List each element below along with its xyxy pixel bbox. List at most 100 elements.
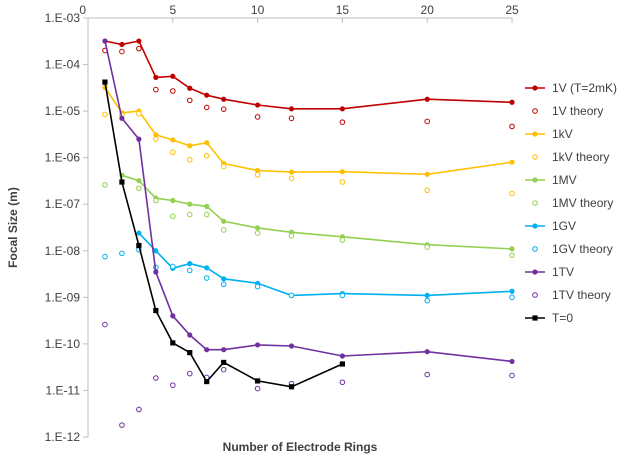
- legend-label: 1kV: [552, 127, 573, 141]
- data-point: [339, 119, 346, 125]
- data-point: [204, 203, 210, 209]
- data-point: [170, 382, 176, 388]
- series-1tv-theory: [102, 321, 515, 428]
- y-tick-label: 1.E-11: [46, 383, 81, 397]
- legend-swatch-marker: [532, 177, 538, 183]
- data-point: [220, 281, 227, 288]
- data-point: [186, 370, 193, 377]
- data-point: [153, 136, 159, 142]
- x-tick-label: 5: [169, 3, 176, 17]
- legend-label: 1TV: [552, 265, 574, 279]
- data-point: [509, 294, 515, 301]
- series-layer: [102, 38, 515, 428]
- legend-swatch-marker: [532, 223, 538, 229]
- data-point: [119, 250, 125, 257]
- data-point: [220, 366, 227, 373]
- data-point: [255, 167, 261, 174]
- legend-label: 1TV theory: [552, 288, 611, 302]
- data-point: [136, 45, 142, 52]
- data-point: [203, 152, 210, 159]
- data-point: [424, 118, 431, 125]
- data-point: [255, 225, 261, 231]
- y-tick-label: 1.E-08: [45, 244, 81, 258]
- data-point: [221, 276, 227, 282]
- data-point: [221, 218, 227, 224]
- data-point: [204, 378, 210, 385]
- data-point: [254, 114, 261, 120]
- data-point: [136, 242, 142, 249]
- data-point: [153, 248, 159, 254]
- data-point: [187, 143, 193, 149]
- data-point: [102, 38, 108, 44]
- series-1kv-theory: [102, 110, 515, 197]
- data-point: [170, 88, 176, 94]
- legend-swatch-marker: [532, 154, 538, 160]
- data-point: [509, 159, 515, 165]
- legend-entry-1tv-theory: 1TV theory: [532, 288, 611, 302]
- data-point: [153, 74, 159, 80]
- data-point: [255, 378, 261, 384]
- data-point: [339, 353, 345, 359]
- data-point: [339, 179, 346, 185]
- data-point: [203, 275, 210, 281]
- data-point: [187, 261, 193, 267]
- legend-entry-1gv-theory: 1GV theory: [532, 242, 613, 256]
- series-line: [121, 174, 513, 250]
- series-line: [104, 40, 513, 110]
- x-tick-label: 20: [421, 3, 435, 17]
- data-point: [255, 342, 261, 348]
- y-tick-label: 1.E-03: [45, 11, 81, 25]
- data-point: [424, 292, 430, 299]
- data-point: [119, 41, 125, 48]
- data-point: [186, 211, 193, 218]
- legend-entry-1kv: 1kV: [525, 127, 573, 141]
- y-tick-label: 1.E-05: [45, 104, 81, 118]
- data-point: [102, 253, 108, 260]
- data-point: [153, 197, 159, 204]
- legend-label: 1V (T=2mK): [552, 81, 617, 95]
- data-point: [119, 422, 125, 428]
- axes: 0 5 10 15 20 25 1.E-03 1.E-04 1.E-05 1.E-06 1.E-07…: [6, 3, 519, 454]
- y-tick-label: 1.E-06: [45, 151, 81, 165]
- data-point: [136, 136, 142, 142]
- x-tick-label: 10: [251, 3, 265, 17]
- data-point: [339, 292, 346, 299]
- data-point: [339, 169, 345, 175]
- legend-swatch-marker: [532, 246, 538, 252]
- legend-label: T=0: [552, 311, 573, 325]
- data-point: [186, 267, 193, 274]
- data-point: [170, 197, 176, 204]
- y-axis-title: Focal Size (m): [6, 187, 20, 268]
- data-point: [170, 137, 176, 143]
- data-point: [288, 343, 295, 349]
- data-point: [136, 406, 142, 413]
- legend-label: 1V theory: [552, 104, 603, 118]
- data-point: [424, 244, 431, 250]
- series-1v-theory: [102, 45, 515, 130]
- data-point: [102, 111, 108, 118]
- data-point: [339, 379, 346, 386]
- legend-label: 1MV: [552, 173, 577, 187]
- data-point: [220, 163, 227, 170]
- data-point: [187, 332, 193, 338]
- data-point: [509, 246, 515, 252]
- data-point: [119, 115, 125, 121]
- series-1gv-theory: [102, 246, 515, 304]
- data-point: [220, 227, 227, 233]
- data-point: [339, 237, 346, 243]
- data-point: [102, 321, 108, 328]
- data-point: [102, 79, 108, 85]
- data-point: [288, 232, 295, 239]
- data-point: [153, 132, 159, 138]
- data-point: [288, 115, 295, 122]
- series-1gv: [136, 230, 515, 299]
- data-point: [170, 213, 176, 220]
- data-point: [204, 92, 210, 98]
- data-point: [509, 123, 515, 130]
- y-tick-label: 1.E-12: [45, 430, 81, 444]
- data-point: [509, 99, 515, 105]
- data-point: [221, 359, 227, 366]
- legend-label: 1GV theory: [552, 242, 613, 256]
- series-1tv: [102, 38, 515, 365]
